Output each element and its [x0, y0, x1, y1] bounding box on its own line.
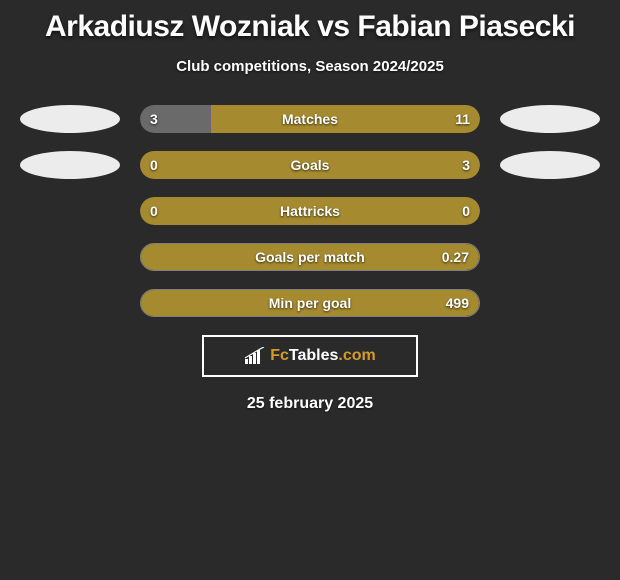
- stat-label: Hattricks: [280, 203, 340, 219]
- stat-bar: Goals per match 0.27: [140, 243, 480, 271]
- stat-row: Goals per match 0.27: [0, 243, 620, 271]
- stat-right-value: 11: [455, 111, 470, 127]
- page-title: Arkadiusz Wozniak vs Fabian Piasecki: [0, 0, 620, 44]
- date-label: 25 february 2025: [0, 395, 620, 413]
- stat-right-value: 499: [446, 295, 469, 311]
- stat-row: 0 Hattricks 0: [0, 197, 620, 225]
- bar-chart-icon: [244, 347, 266, 365]
- stat-label: Goals: [291, 157, 330, 173]
- stat-label: Matches: [282, 111, 338, 127]
- logo-prefix: Fc: [270, 347, 289, 364]
- stat-bar: Min per goal 499: [140, 289, 480, 317]
- stat-left-value: 0: [150, 203, 158, 219]
- stat-left-value: 3: [150, 111, 158, 127]
- stat-row: 0 Goals 3: [0, 151, 620, 179]
- player1-ellipse: [20, 151, 120, 179]
- logo-main: Tables: [289, 347, 339, 364]
- stat-row: 3 Matches 11: [0, 105, 620, 133]
- stat-left-value: 0: [150, 157, 158, 173]
- stat-row: Min per goal 499: [0, 289, 620, 317]
- stat-right-value: 0.27: [442, 249, 469, 265]
- stats-container: 3 Matches 11 0 Goals 3 0 Hattricks 0 Goals per ma…: [0, 105, 620, 317]
- stat-label: Goals per match: [255, 249, 365, 265]
- player1-ellipse: [20, 105, 120, 133]
- player2-ellipse: [500, 105, 600, 133]
- stat-bar: 0 Goals 3: [140, 151, 480, 179]
- stat-right-value: 0: [462, 203, 470, 219]
- stat-label: Min per goal: [269, 295, 351, 311]
- logo-text: FcTables.com: [270, 347, 376, 365]
- bar-right-fill: [211, 105, 480, 133]
- stat-bar: 0 Hattricks 0: [140, 197, 480, 225]
- stat-bar: 3 Matches 11: [140, 105, 480, 133]
- subtitle: Club competitions, Season 2024/2025: [0, 58, 620, 75]
- stat-right-value: 3: [462, 157, 470, 173]
- logo-suffix: .com: [338, 347, 375, 364]
- fctables-logo: FcTables.com: [202, 335, 418, 377]
- player2-ellipse: [500, 151, 600, 179]
